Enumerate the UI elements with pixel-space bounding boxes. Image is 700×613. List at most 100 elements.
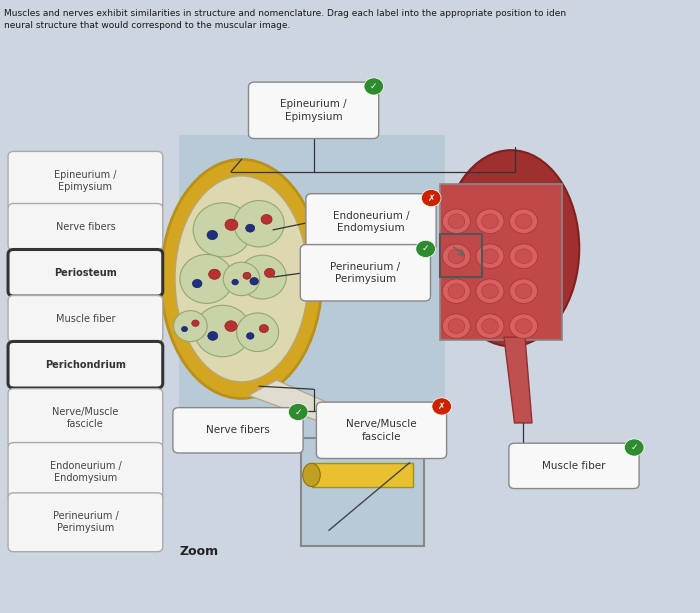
Circle shape bbox=[208, 332, 218, 340]
Circle shape bbox=[246, 224, 255, 232]
Text: ✓: ✓ bbox=[631, 443, 638, 452]
Circle shape bbox=[232, 280, 239, 285]
Text: Perineurium /
Perimysium: Perineurium / Perimysium bbox=[330, 262, 400, 284]
Circle shape bbox=[207, 230, 218, 240]
Circle shape bbox=[510, 244, 538, 268]
Ellipse shape bbox=[175, 176, 308, 382]
Circle shape bbox=[510, 314, 538, 338]
Circle shape bbox=[259, 324, 269, 333]
Ellipse shape bbox=[302, 463, 321, 487]
FancyBboxPatch shape bbox=[8, 443, 162, 501]
Circle shape bbox=[225, 321, 237, 332]
Ellipse shape bbox=[195, 305, 251, 357]
Circle shape bbox=[515, 319, 532, 333]
Circle shape bbox=[243, 272, 251, 280]
Circle shape bbox=[288, 403, 308, 421]
Circle shape bbox=[476, 279, 504, 303]
Ellipse shape bbox=[442, 150, 580, 346]
Text: ✓: ✓ bbox=[422, 245, 429, 253]
Text: Zoom: Zoom bbox=[180, 545, 219, 558]
Circle shape bbox=[515, 284, 532, 299]
Circle shape bbox=[448, 249, 465, 264]
Text: ✗: ✗ bbox=[428, 194, 435, 202]
Ellipse shape bbox=[355, 420, 369, 428]
Text: Endoneurium /
Endomysium: Endoneurium / Endomysium bbox=[50, 461, 121, 483]
FancyBboxPatch shape bbox=[8, 295, 162, 342]
Circle shape bbox=[476, 314, 504, 338]
Circle shape bbox=[515, 249, 532, 264]
FancyBboxPatch shape bbox=[8, 341, 162, 388]
Circle shape bbox=[510, 209, 538, 234]
FancyBboxPatch shape bbox=[300, 245, 430, 301]
Ellipse shape bbox=[239, 255, 286, 299]
FancyBboxPatch shape bbox=[173, 408, 303, 453]
FancyBboxPatch shape bbox=[8, 389, 162, 447]
Ellipse shape bbox=[174, 311, 207, 341]
Circle shape bbox=[448, 284, 465, 299]
Circle shape bbox=[181, 326, 188, 332]
FancyBboxPatch shape bbox=[509, 443, 639, 489]
FancyBboxPatch shape bbox=[8, 493, 162, 552]
Text: neural structure that would correspond to the muscular image.: neural structure that would correspond t… bbox=[4, 21, 290, 31]
Text: Nerve fibers: Nerve fibers bbox=[206, 425, 270, 435]
Circle shape bbox=[442, 279, 470, 303]
Text: Muscle fiber: Muscle fiber bbox=[542, 461, 606, 471]
Circle shape bbox=[364, 78, 384, 95]
Text: Muscles and nerves exhibit similarities in structure and nomenclature. Drag each: Muscles and nerves exhibit similarities … bbox=[4, 9, 566, 18]
Bar bbox=[178, 135, 444, 441]
Circle shape bbox=[624, 439, 644, 456]
Text: Perineurium /
Perimysium: Perineurium / Perimysium bbox=[52, 511, 118, 533]
Circle shape bbox=[510, 279, 538, 303]
Circle shape bbox=[482, 214, 498, 229]
Circle shape bbox=[442, 314, 470, 338]
FancyBboxPatch shape bbox=[306, 194, 436, 250]
Bar bbox=[440, 234, 482, 277]
Circle shape bbox=[261, 215, 272, 224]
Bar bbox=[312, 463, 413, 487]
FancyBboxPatch shape bbox=[248, 82, 379, 139]
Text: ✓: ✓ bbox=[295, 408, 302, 416]
Circle shape bbox=[448, 214, 465, 229]
Circle shape bbox=[482, 249, 498, 264]
Text: Nerve/Muscle
fascicle: Nerve/Muscle fascicle bbox=[52, 407, 118, 429]
Polygon shape bbox=[248, 380, 371, 430]
Text: Periosteum: Periosteum bbox=[54, 268, 117, 278]
Circle shape bbox=[193, 280, 202, 287]
Bar bbox=[440, 184, 562, 340]
Circle shape bbox=[476, 209, 504, 234]
Ellipse shape bbox=[363, 420, 377, 428]
Bar bbox=[301, 438, 424, 546]
Ellipse shape bbox=[223, 262, 260, 295]
Circle shape bbox=[432, 398, 452, 415]
FancyBboxPatch shape bbox=[8, 249, 162, 296]
Circle shape bbox=[421, 189, 441, 207]
Ellipse shape bbox=[161, 159, 322, 398]
Text: Nerve/Muscle
fascicle: Nerve/Muscle fascicle bbox=[346, 419, 416, 441]
Circle shape bbox=[448, 319, 465, 333]
Circle shape bbox=[250, 278, 258, 285]
Circle shape bbox=[192, 320, 199, 326]
Ellipse shape bbox=[180, 254, 233, 303]
Circle shape bbox=[225, 219, 238, 230]
Circle shape bbox=[246, 333, 254, 339]
Text: Epineurium /
Epimysium: Epineurium / Epimysium bbox=[54, 170, 117, 192]
Text: Epineurium /
Epimysium: Epineurium / Epimysium bbox=[280, 99, 347, 121]
Text: ✗: ✗ bbox=[438, 402, 445, 411]
Text: Muscle fiber: Muscle fiber bbox=[55, 314, 115, 324]
Ellipse shape bbox=[234, 200, 284, 247]
Circle shape bbox=[442, 209, 470, 234]
Circle shape bbox=[482, 284, 498, 299]
Polygon shape bbox=[504, 337, 532, 423]
Text: ✓: ✓ bbox=[370, 82, 377, 91]
Circle shape bbox=[265, 268, 275, 278]
FancyBboxPatch shape bbox=[316, 402, 447, 459]
Circle shape bbox=[416, 240, 435, 257]
Circle shape bbox=[476, 244, 504, 268]
Text: Endoneurium /
Endomysium: Endoneurium / Endomysium bbox=[332, 211, 410, 233]
Text: Perichondrium: Perichondrium bbox=[45, 360, 126, 370]
Circle shape bbox=[482, 319, 498, 333]
Text: Nerve fibers: Nerve fibers bbox=[55, 222, 116, 232]
FancyBboxPatch shape bbox=[8, 204, 162, 250]
Ellipse shape bbox=[237, 313, 279, 351]
Circle shape bbox=[442, 244, 470, 268]
